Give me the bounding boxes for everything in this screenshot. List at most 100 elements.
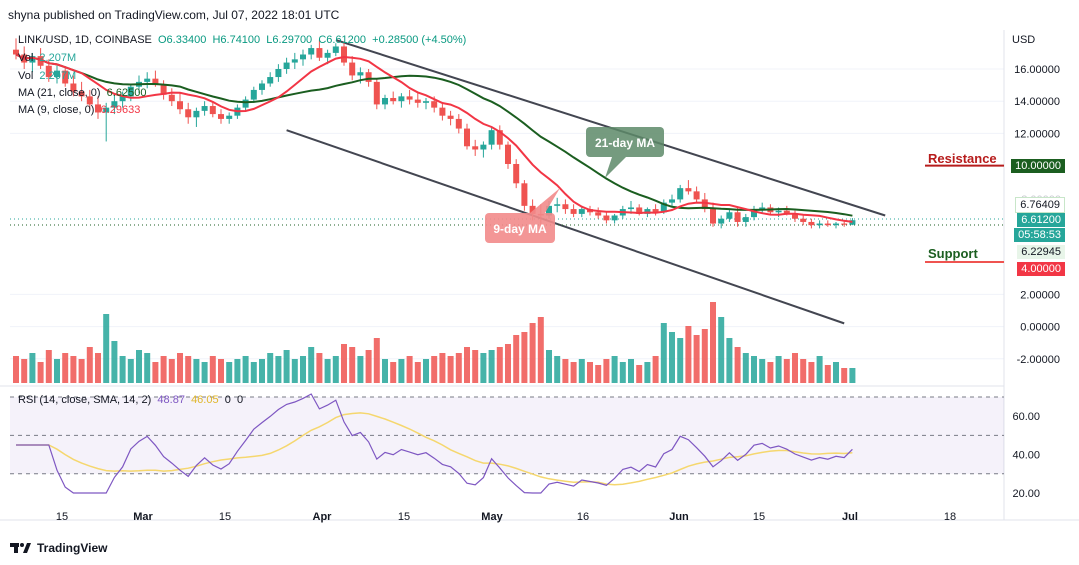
candle-body <box>505 144 511 164</box>
ma21-line <box>15 53 853 217</box>
volume-bar <box>152 362 159 383</box>
high-price-tag: 6.76409 <box>1015 197 1065 213</box>
volume-bar <box>332 356 339 383</box>
rsi-sma-line <box>16 412 853 486</box>
legend-high: H6.74100 <box>212 34 261 46</box>
candle-body <box>152 78 159 86</box>
candle-body <box>365 72 372 82</box>
volume-bar <box>193 359 200 383</box>
candle-body <box>644 209 651 214</box>
candle-body <box>78 91 85 97</box>
volume-bar <box>103 314 110 383</box>
legend-close: C6.61200 <box>318 34 367 46</box>
price-tick-label: 16.00000 <box>1014 64 1060 76</box>
time-tick-label: 15 <box>753 511 765 523</box>
volume-bar <box>267 353 274 383</box>
candle-body <box>628 207 634 210</box>
volume-bar <box>373 338 380 383</box>
time-tick-label: 18 <box>944 511 956 523</box>
candle-body <box>316 48 323 58</box>
volume-bar <box>562 359 569 383</box>
candle-body <box>841 223 848 225</box>
volume-bar <box>611 356 618 383</box>
volume-bars <box>13 302 856 383</box>
candle-body <box>488 130 495 145</box>
ma9-label: MA (9, close, 0) <box>18 104 95 116</box>
channel-lower-line <box>286 129 845 325</box>
volume-bar <box>300 356 306 383</box>
volume-bar <box>439 353 446 383</box>
volume-bar <box>718 317 725 383</box>
volume-bar <box>685 326 692 383</box>
current-price-tag: 6.61200 <box>1017 213 1065 227</box>
time-tick-label: 15 <box>398 511 410 523</box>
volume-bar <box>767 362 774 383</box>
volume-bar <box>168 359 175 383</box>
time-tick-label: Mar <box>133 511 153 523</box>
volume-bar <box>275 356 282 383</box>
volume-bar <box>86 347 93 383</box>
volume-bar <box>349 347 356 383</box>
ohlc-legend: LINK/USD, 1D, COINBASE O6.33400 H6.74100… <box>18 34 466 46</box>
candle-body <box>726 212 733 219</box>
ma-callouts: 21-day MA 9-day MA <box>485 127 664 243</box>
candle-body <box>390 97 397 102</box>
candle-body <box>373 81 380 105</box>
candle-body <box>455 118 462 129</box>
candle-body <box>291 59 298 63</box>
low-price-tag: 6.22945 <box>1017 245 1065 259</box>
volume-bar <box>480 353 487 383</box>
candle-body <box>480 144 487 150</box>
volume-bar <box>816 356 823 383</box>
candle-body <box>13 49 19 55</box>
volume-bar <box>628 359 634 383</box>
candle-body <box>783 210 790 214</box>
volume-bar <box>849 368 856 383</box>
rsi-extra-2: 0 <box>236 394 244 406</box>
candle-body <box>242 99 249 108</box>
volume-bar <box>365 350 372 383</box>
candle-body <box>816 223 823 226</box>
volume-bar <box>382 359 388 383</box>
tradingview-logo-icon <box>10 543 31 553</box>
candle-body <box>718 218 725 224</box>
price-axis: 16.00000 14.00000 12.00000 2.00000 0.00000 -2… <box>1012 64 1060 500</box>
candle-body <box>201 106 208 111</box>
volume-bar <box>636 365 643 383</box>
volume-bar <box>677 338 684 383</box>
candle-body <box>710 209 716 224</box>
candle-body <box>283 62 290 69</box>
volume-bar <box>537 317 544 383</box>
candle-body <box>37 56 44 66</box>
volume-bar <box>341 344 347 383</box>
tradingview-footer[interactable]: TradingView <box>10 541 107 555</box>
vol2-value: 2.207M <box>39 70 77 82</box>
volume-bar <box>111 341 118 383</box>
volume-bar <box>472 350 479 383</box>
candle-body <box>792 213 798 219</box>
rsi-series <box>16 393 853 494</box>
candle-body <box>554 204 561 206</box>
candle-body <box>636 207 643 214</box>
volume-bar <box>775 356 782 383</box>
candle-body <box>103 107 110 113</box>
candle-body <box>562 204 569 210</box>
candle-body <box>185 109 192 118</box>
volume-bar <box>250 362 257 383</box>
candle-body <box>332 46 339 53</box>
volume-bar <box>570 362 577 383</box>
volume-bar <box>291 359 298 383</box>
candle-body <box>160 85 167 95</box>
candle-body <box>751 209 757 218</box>
ma21-label: MA (21, close, 0) <box>18 87 101 99</box>
candle-body <box>177 101 183 110</box>
time-tick-label: Jul <box>842 511 858 523</box>
resistance-label: Resistance <box>928 151 997 166</box>
volume-bar <box>669 332 675 383</box>
candle-body <box>496 130 503 145</box>
rsi-tick-label: 40.00 <box>1012 450 1040 462</box>
volume-bar <box>234 359 241 383</box>
volume-bar <box>751 356 757 383</box>
volume-bar <box>554 356 561 383</box>
candle-body <box>693 191 700 200</box>
